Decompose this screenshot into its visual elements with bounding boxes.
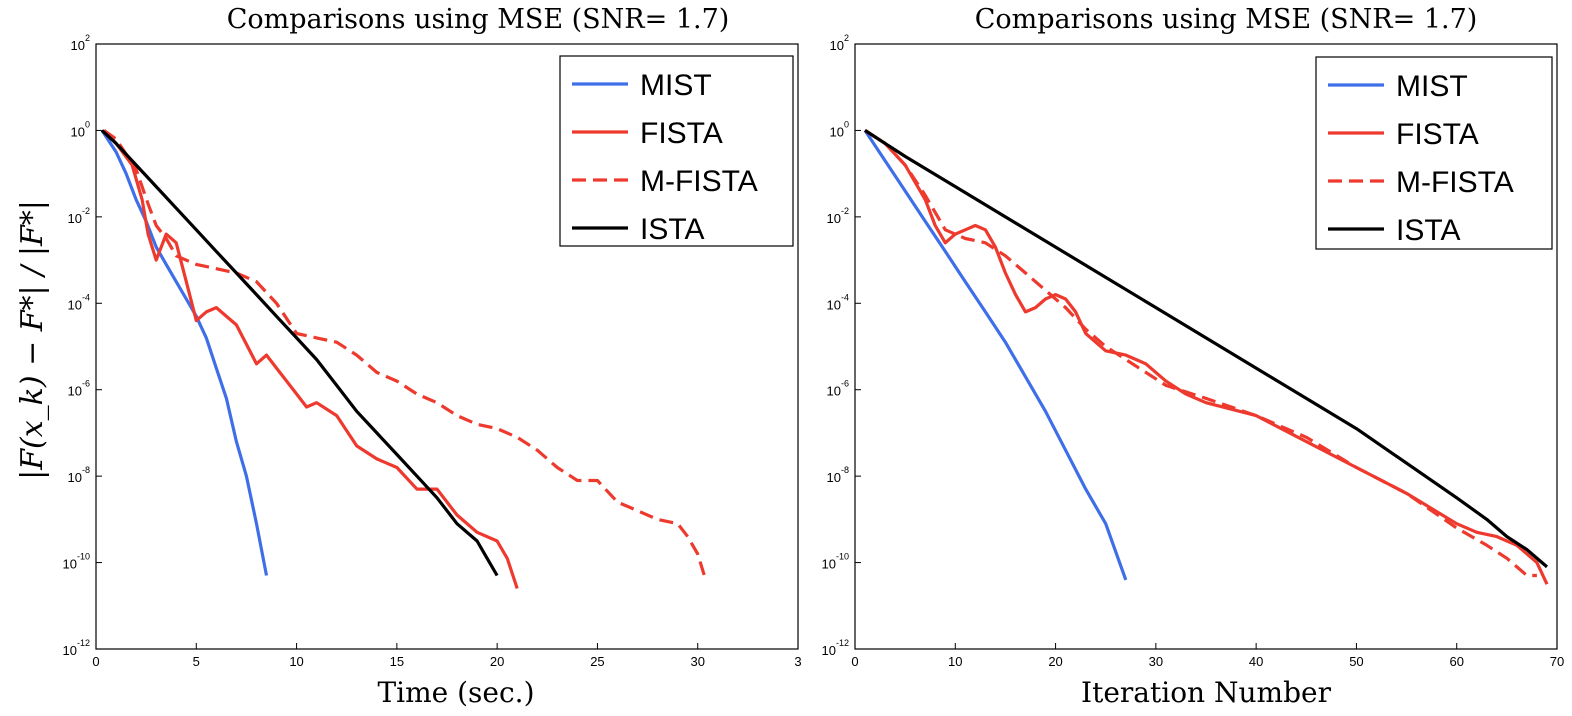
y-tick-label: 10-4 [68, 292, 90, 312]
series-lines-iteration [863, 129, 1549, 585]
x-tick-label: 50 [1349, 654, 1363, 669]
x-tick-label: 25 [590, 654, 604, 669]
series-line-m-fista [864, 129, 1537, 578]
legend-time: MIST FISTA M-FISTA ISTA [559, 55, 794, 247]
y-tick-label: 10-10 [63, 552, 90, 572]
x-tick-label: 10 [948, 654, 962, 669]
series-lines-time [100, 129, 708, 590]
x-tick-label: 3 [794, 654, 801, 669]
x-ticks-iteration: 0 10 20 30 40 50 60 70 [851, 643, 1564, 669]
y-ticks-iteration: 102 100 10-2 10-4 10-6 10-8 10-10 10-12 [822, 33, 861, 658]
y-tick-label: 10-6 [68, 379, 90, 399]
x-tick-label: 20 [490, 654, 504, 669]
x-tick-label: 60 [1449, 654, 1463, 669]
chart-panel-iteration: Comparisons using MSE (SNR= 1.7) 0 10 20 30… [822, 4, 1565, 709]
legend-iteration: MIST FISTA M-FISTA ISTA [1315, 56, 1553, 250]
x-tick-label: 5 [193, 654, 200, 669]
y-tick-label: 100 [71, 119, 90, 139]
chart-panel-time: Comparisons using MSE (SNR= 1.7) 0 5 10 15 2… [63, 4, 802, 709]
plot-area-iteration [854, 43, 1558, 650]
x-tick-label: 30 [690, 654, 704, 669]
legend-label-fista: FISTA [640, 117, 723, 150]
y-tick-label: 10-12 [63, 638, 90, 658]
x-tick-label: 0 [92, 654, 99, 669]
y-tick-label: 10-4 [827, 292, 849, 312]
y-tick-label: 10-10 [822, 552, 849, 572]
y-tick-label: 10-2 [827, 206, 849, 226]
plot-area-time [95, 43, 799, 650]
y-tick-label: 10-8 [827, 465, 849, 485]
y-tick-label: 102 [830, 33, 849, 53]
x-tick-label: 15 [390, 654, 404, 669]
legend-label-ista: ISTA [640, 213, 704, 246]
y-tick-label: 10-8 [68, 465, 90, 485]
x-tick-label: 0 [851, 654, 858, 669]
series-line-mist [863, 129, 1128, 581]
series-line-ista [864, 129, 1549, 569]
legend-label-fista: FISTA [1396, 118, 1479, 151]
y-ticks-time: 102 100 10-2 10-4 10-6 10-8 10-10 10-12 [63, 33, 102, 658]
legend-label-mist: MIST [640, 69, 712, 102]
legend-label-m-fista: M-FISTA [1396, 166, 1514, 199]
legend-label-mist: MIST [1396, 70, 1468, 103]
y-tick-label: 10-12 [822, 638, 849, 658]
x-ticks-time: 0 5 10 15 20 25 30 3 [92, 643, 802, 669]
x-tick-label: 30 [1149, 654, 1163, 669]
y-axis-label: |F(x_k) − F*| / |F*| [15, 200, 50, 480]
chart-title-time: Comparisons using MSE (SNR= 1.7) [227, 4, 730, 35]
series-line-m-fista [103, 129, 708, 581]
legend-box [559, 55, 794, 247]
y-tick-label: 102 [71, 33, 90, 53]
x-tick-label: 10 [289, 654, 303, 669]
series-line-fista [102, 129, 519, 590]
y-tick-label: 10-2 [68, 206, 90, 226]
legend-label-m-fista: M-FISTA [640, 165, 758, 198]
legend-label-ista: ISTA [1396, 214, 1460, 247]
y-tick-label: 100 [830, 119, 849, 139]
series-line-ista [100, 129, 499, 577]
legend-box [1315, 56, 1553, 250]
y-tick-label: 10-6 [827, 379, 849, 399]
x-axis-label-iteration: Iteration Number [1081, 676, 1332, 709]
x-tick-label: 20 [1048, 654, 1062, 669]
chart-title-iteration: Comparisons using MSE (SNR= 1.7) [975, 4, 1478, 35]
series-line-mist [100, 129, 269, 576]
x-axis-label-time: Time (sec.) [377, 676, 534, 709]
x-tick-label: 40 [1249, 654, 1263, 669]
x-tick-label: 70 [1550, 654, 1564, 669]
